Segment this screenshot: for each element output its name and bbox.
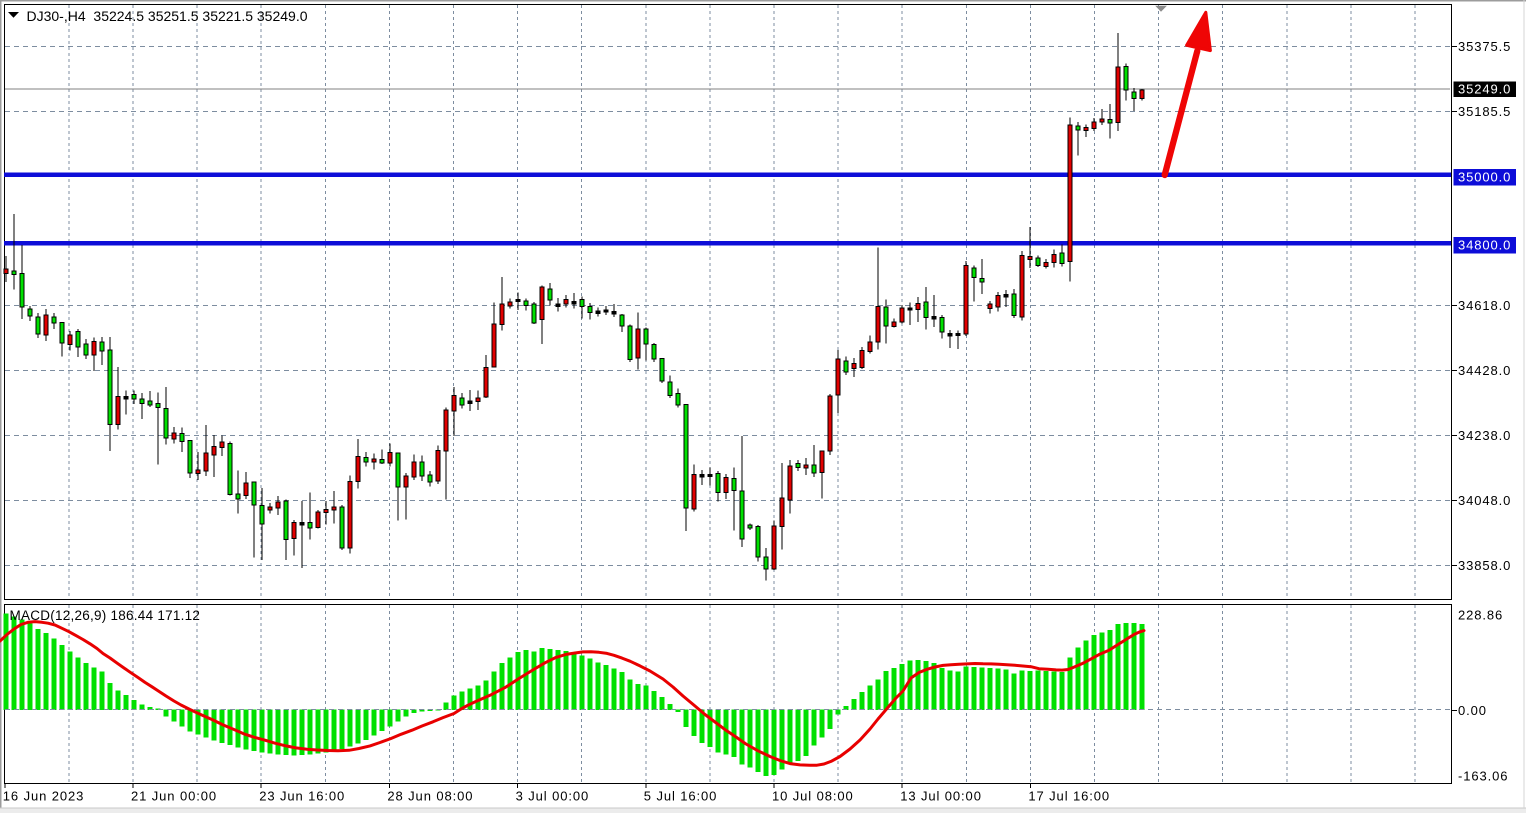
svg-text:23 Jun 16:00: 23 Jun 16:00 xyxy=(259,789,345,804)
svg-text:-163.06: -163.06 xyxy=(1458,769,1508,784)
svg-text:34428.0: 34428.0 xyxy=(1458,363,1511,378)
svg-text:34238.0: 34238.0 xyxy=(1458,428,1511,443)
svg-text:35000.0: 35000.0 xyxy=(1458,170,1511,185)
svg-text:34618.0: 34618.0 xyxy=(1458,298,1511,313)
svg-text:228.86: 228.86 xyxy=(1458,607,1503,622)
svg-text:MACD(12,26,9) 186.44 171.12: MACD(12,26,9) 186.44 171.12 xyxy=(10,608,201,623)
svg-text:28 Jun 08:00: 28 Jun 08:00 xyxy=(387,789,473,804)
svg-text:13 Jul 00:00: 13 Jul 00:00 xyxy=(900,789,982,804)
svg-text:3 Jul 00:00: 3 Jul 00:00 xyxy=(516,789,590,804)
svg-text:5 Jul 16:00: 5 Jul 16:00 xyxy=(644,789,718,804)
svg-text:21 Jun 00:00: 21 Jun 00:00 xyxy=(131,789,217,804)
svg-text:10 Jul 08:00: 10 Jul 08:00 xyxy=(772,789,854,804)
svg-text:35185.5: 35185.5 xyxy=(1458,104,1511,119)
svg-text:35249.0: 35249.0 xyxy=(1458,82,1511,97)
svg-text:33858.0: 33858.0 xyxy=(1458,558,1511,573)
svg-text:16 Jun 2023: 16 Jun 2023 xyxy=(3,789,84,804)
svg-text:34800.0: 34800.0 xyxy=(1458,238,1511,253)
svg-text:35375.5: 35375.5 xyxy=(1458,39,1511,54)
svg-text:17 Jul 16:00: 17 Jul 16:00 xyxy=(1028,789,1110,804)
svg-text:0.00: 0.00 xyxy=(1458,703,1487,718)
svg-text:DJ30-,H4 35224.5 35251.5 3522: DJ30-,H4 35224.5 35251.5 35221.5 35249.0 xyxy=(27,8,308,24)
svg-text:34048.0: 34048.0 xyxy=(1458,493,1511,508)
